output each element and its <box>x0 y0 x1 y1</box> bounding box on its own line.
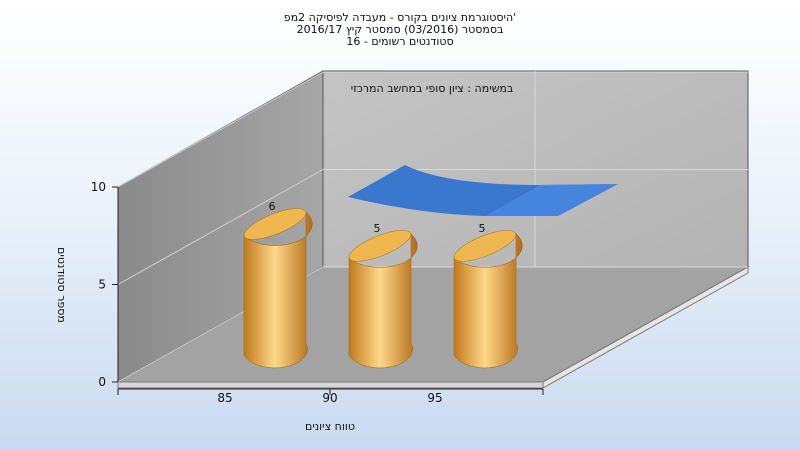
bar-95: 5 <box>453 222 523 369</box>
y-tick-label: 5 <box>98 278 106 292</box>
chart-subtitle-students: סטודנטים רשומים - 16 <box>346 35 454 48</box>
floor-front-edge <box>117 381 544 389</box>
bars-group: 6 5 5 <box>243 200 523 369</box>
x-tick-label: 95 <box>427 391 442 405</box>
chart-title: היסטוגרמת ציונים בקורס - מעבדה לפיסיקה 2… <box>283 11 517 24</box>
x-tick-label: 85 <box>217 391 232 405</box>
bar-body <box>453 233 523 369</box>
bar-90: 5 <box>348 222 418 369</box>
y-tick-label: 0 <box>98 375 106 389</box>
floor-right-edge <box>542 266 749 389</box>
bar-85: 6 <box>243 200 313 369</box>
bar-value-label: 6 <box>269 200 276 213</box>
chart-subtitle-semester: בסמסטר (03/2016) סמסטר קיץ 2016/17 <box>296 23 504 36</box>
bar-top <box>453 230 517 262</box>
y-axis-title: מספר סטודנטים <box>55 247 68 323</box>
bar-top <box>348 230 412 262</box>
y-tick-label: 10 <box>91 180 106 194</box>
gridline-left <box>117 71 324 188</box>
y-axis-ticks: 0 5 10 <box>91 180 118 389</box>
series-ribbon-highlight <box>485 184 618 216</box>
bar-value-label: 5 <box>479 222 486 235</box>
bar-top <box>243 208 307 240</box>
x-axis-ticks: 85 90 95 <box>117 388 544 405</box>
legend-label: במשימה : ציון סופי במחשב המרכזי <box>351 82 514 95</box>
bar-value-label: 5 <box>374 222 381 235</box>
gridline-left <box>117 169 324 285</box>
bar-body <box>243 211 313 369</box>
x-tick-label: 90 <box>322 391 337 405</box>
bar-body <box>348 233 418 369</box>
x-axis-title: טווח ציונים <box>305 420 355 433</box>
